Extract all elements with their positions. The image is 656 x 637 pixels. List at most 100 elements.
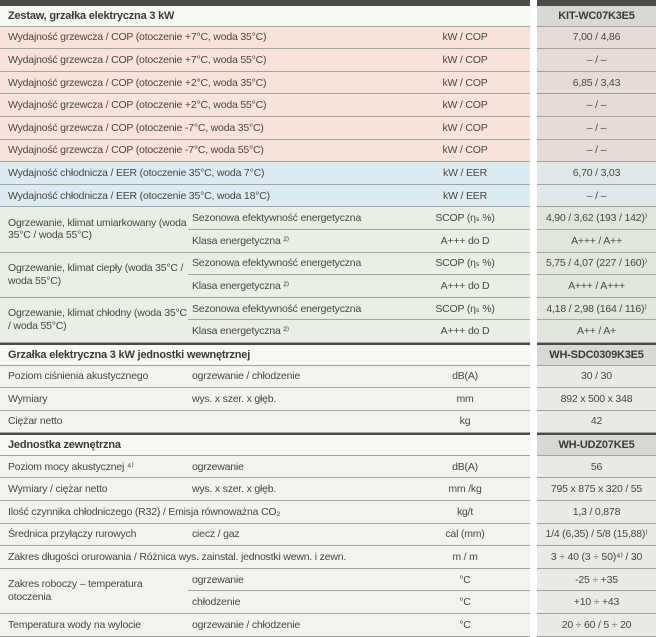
row-label: Ciężar netto — [8, 415, 63, 428]
value-cell: 42 — [537, 410, 656, 434]
group-label: Zakres roboczy – temperatura otoczenia — [8, 578, 143, 603]
top-bar-left — [0, 0, 530, 4]
value-cell: -25 ÷ +35 — [537, 569, 656, 592]
top-bar-right — [537, 0, 656, 4]
unit-cell: kW / EER — [443, 189, 487, 202]
operating-range-group: Zakres roboczy – temperatura otoczenia o… — [0, 568, 656, 615]
row-label: Sezonowa efektywność energetyczna — [192, 257, 362, 270]
unit-cell: SCOP (ηₛ %) — [435, 257, 495, 270]
row-label: Wydajność grzewcza / COP (otoczenie +7°C… — [8, 31, 267, 44]
section-header-outdoor: Jednostka zewnętrzna WH-UDZ07KE5 — [0, 433, 656, 456]
table-row: Wydajność grzewcza / COP (otoczenie +2°C… — [0, 71, 656, 95]
unit-cell: SCOP (ηₛ %) — [435, 302, 495, 315]
row-label: ogrzewanie — [192, 573, 244, 586]
row-label: Temperatura wody na wylocie — [8, 618, 141, 631]
table-row: Wydajność chłodnicza / EER (otoczenie 35… — [0, 162, 656, 185]
row-label: Wydajność grzewcza / COP (otoczenie -7°C… — [8, 121, 264, 134]
value-cell: 1,3 / 0,878 — [537, 501, 656, 524]
climate-group-moderate: Ogrzewanie, klimat umiarkowany (woda 35°… — [0, 207, 656, 253]
model-code: KIT-WC07K3E5 — [537, 4, 656, 27]
unit-cell: kW / COP — [442, 31, 488, 44]
unit-cell: kg — [459, 415, 471, 428]
climate-group-warm: Ogrzewanie, klimat ciepły (woda 35°C / w… — [0, 252, 656, 298]
row-label: Klasa energetyczna ²⁾ — [192, 279, 290, 292]
unit-cell: SCOP (ηₛ %) — [435, 212, 495, 225]
table-row: Poziom mocy akustycznej ⁴⁾ ogrzewanie dB(A… — [0, 455, 656, 479]
row-sublabel: ciecz / gaz — [192, 528, 240, 541]
unit-cell: mm /kg — [448, 483, 482, 496]
table-row: Temperatura wody na wylocie ogrzewanie / … — [0, 614, 656, 637]
value-cell: 6,85 / 3,43 — [537, 71, 656, 95]
row-label: Ilość czynnika chłodniczego (R32) / Emis… — [8, 505, 281, 518]
value-cell: A+++ / A++ — [571, 234, 622, 247]
value-cell: 3 ÷ 40 (3 ÷ 50)⁴⁾ / 30 — [537, 546, 656, 569]
group-label: Ogrzewanie, klimat ciepły (woda 35°C / w… — [8, 262, 184, 287]
value-cell: 56 — [537, 455, 656, 479]
table-row: Wydajność grzewcza / COP (otoczenie +2°C… — [0, 94, 656, 117]
top-bar-gap — [530, 0, 537, 4]
value-cell: A++ / A+ — [577, 325, 616, 338]
value-cell: – / – — [537, 94, 656, 117]
row-label: Poziom mocy akustycznej ⁴⁾ — [8, 460, 134, 473]
unit-cell: kW / COP — [442, 76, 488, 89]
section-title: Zestaw, grzałka elektryczna 3 kW — [0, 4, 530, 27]
row-label: Klasa energetyczna ²⁾ — [192, 234, 290, 247]
row-sublabel: wys. x szer. x głęb. — [192, 392, 277, 405]
unit-cell: kW / COP — [442, 144, 488, 157]
row-label: Zakres długości orurowania / Różnica wys… — [8, 551, 347, 564]
row-sublabel: ogrzewanie — [192, 460, 244, 473]
unit-cell: kW / EER — [443, 166, 487, 179]
unit-cell: dB(A) — [452, 460, 478, 473]
table-row: Wydajność chłodnicza / EER (otoczenie 35… — [0, 184, 656, 208]
row-label: Wydajność chłodnicza / EER (otoczenie 35… — [8, 189, 270, 202]
row-sublabel: ogrzewanie / chłodzenie — [192, 618, 301, 631]
model-code: WH-SDC0309K3E5 — [537, 342, 656, 366]
value-cell: 892 x 500 x 348 — [537, 388, 656, 411]
section-header-kit: Zestaw, grzałka elektryczna 3 kW KIT-WC0… — [0, 4, 656, 27]
row-label: Klasa energetyczna ²⁾ — [192, 325, 290, 338]
unit-cell: °C — [459, 618, 471, 631]
unit-cell: kW / COP — [442, 121, 488, 134]
value-cell: +10 ÷ +43 — [573, 596, 620, 609]
section-title: Jednostka zewnętrzna — [0, 433, 530, 456]
value-cell: – / – — [537, 184, 656, 208]
row-label: Wymiary / ciężar netto — [8, 483, 108, 496]
table-row: Ilość czynnika chłodniczego (R32) / Emis… — [0, 501, 656, 524]
value-cell: A+++ / A+++ — [568, 279, 625, 292]
table-row: Wydajność grzewcza / COP (otoczenie +7°C… — [0, 26, 656, 50]
unit-cell: m / m — [452, 551, 478, 564]
unit-cell: mm — [456, 392, 474, 405]
unit-cell: A+++ do D — [440, 325, 490, 338]
table-row: Zakres długości orurowania / Różnica wys… — [0, 546, 656, 569]
row-label: Wydajność grzewcza / COP (otoczenie +2°C… — [8, 99, 267, 112]
table-row: Wymiary wys. x szer. x głęb. mm 892 x 500 … — [0, 388, 656, 411]
table-row: Wydajność grzewcza / COP (otoczenie -7°C… — [0, 139, 656, 163]
value-cell: 795 x 875 x 320 / 55 — [537, 478, 656, 502]
row-label: chłodzenie — [192, 596, 241, 609]
table-row: Ciężar netto kg 42 — [0, 410, 656, 434]
table-row: Wymiary / ciężar netto wys. x szer. x głę… — [0, 478, 656, 502]
row-label: Wymiary — [8, 392, 48, 405]
table-row: Wydajność grzewcza / COP (otoczenie -7°C… — [0, 116, 656, 140]
row-label: Wydajność grzewcza / COP (otoczenie +2°C… — [8, 76, 267, 89]
section-header-indoor: Grzałka elektryczna 3 kW jednostki wewnę… — [0, 342, 656, 366]
row-label: Wydajność grzewcza / COP (otoczenie +7°C… — [8, 53, 267, 66]
table-row: Średnica przyłączy rurowych ciecz / gaz ca… — [0, 523, 656, 547]
value-cell: 5,75 / 4,07 (227 / 160)⁾ — [537, 253, 656, 276]
value-cell: – / – — [537, 116, 656, 140]
unit-cell: cal (mm) — [445, 528, 485, 541]
value-cell: 1/4 (6,35) / 5/8 (15,88)⁾ — [537, 523, 656, 547]
group-label: Ogrzewanie, klimat umiarkowany (woda 35°… — [8, 216, 187, 242]
section-title: Grzałka elektryczna 3 kW jednostki wewnę… — [0, 342, 530, 366]
climate-group-cold: Ogrzewanie, klimat chłodny (woda 35°C / … — [0, 297, 656, 343]
group-label: Ogrzewanie, klimat chłodny (woda 35°C / … — [8, 307, 187, 332]
unit-cell: °C — [459, 596, 471, 609]
unit-cell: kg/t — [456, 505, 474, 518]
row-sublabel: ogrzewanie / chłodzenie — [192, 370, 301, 383]
row-sublabel: wys. x szer. x głęb. — [192, 483, 277, 496]
unit-cell: kW / COP — [442, 53, 488, 66]
row-label: Sezonowa efektywność energetyczna — [192, 212, 362, 225]
table-row: Wydajność grzewcza / COP (otoczenie +7°C… — [0, 49, 656, 72]
value-cell: 4,18 / 2,98 (164 / 116)⁾ — [537, 298, 656, 321]
